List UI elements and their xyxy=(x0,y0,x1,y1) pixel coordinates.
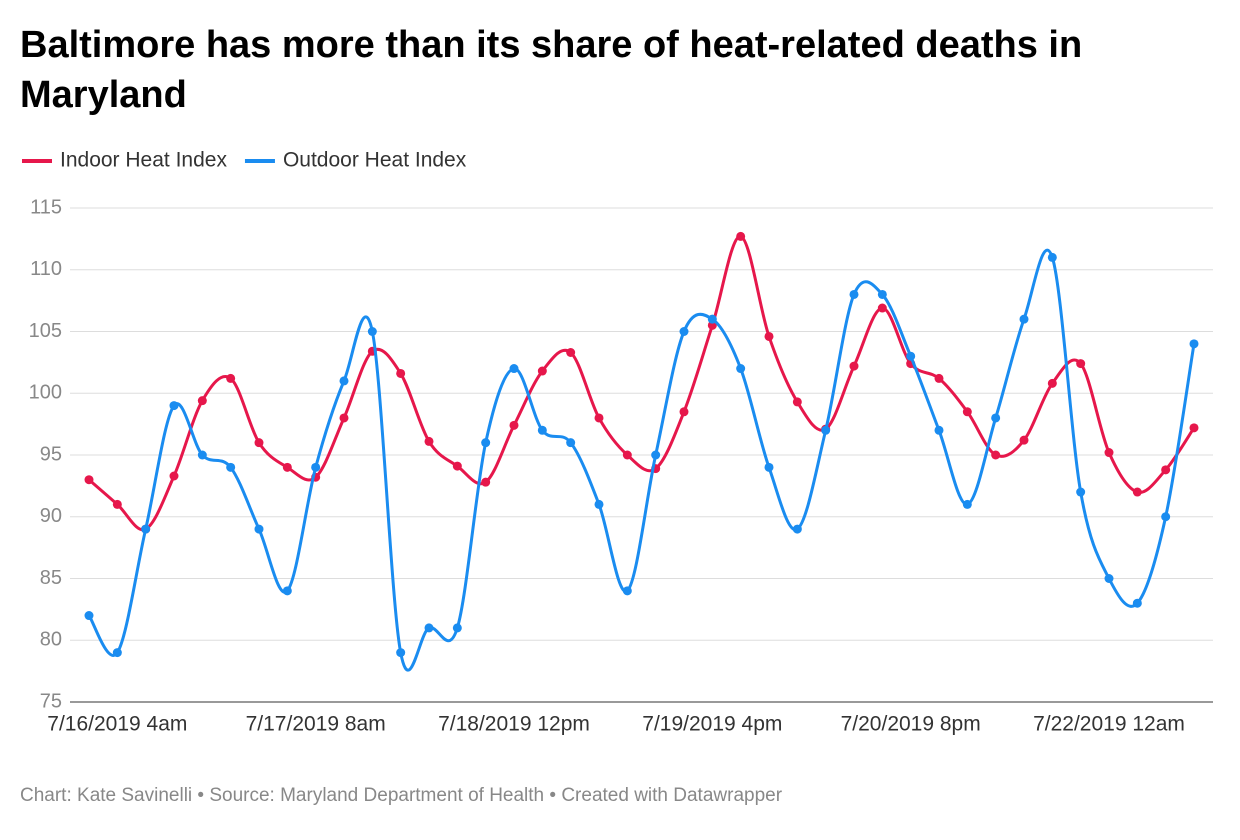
data-point xyxy=(679,407,689,417)
data-point xyxy=(1047,378,1057,388)
series-line xyxy=(87,248,1196,672)
data-point xyxy=(962,407,972,417)
data-point xyxy=(707,320,717,330)
series-line xyxy=(88,234,1196,532)
data-point xyxy=(141,524,151,534)
data-point xyxy=(1076,359,1086,369)
data-point xyxy=(112,648,122,658)
data-point xyxy=(169,471,179,481)
data-point xyxy=(764,331,774,341)
data-point xyxy=(367,327,377,336)
data-point xyxy=(906,351,916,361)
data-point xyxy=(622,450,632,460)
data-point xyxy=(396,648,406,658)
data-point xyxy=(509,420,519,430)
data-point xyxy=(197,396,207,406)
data-point xyxy=(1132,598,1142,608)
y-tick-label: 80 xyxy=(40,629,62,651)
data-point xyxy=(339,413,349,423)
data-point xyxy=(1161,465,1171,475)
data-point xyxy=(1104,448,1114,458)
data-point xyxy=(254,438,264,448)
x-tick-label: 7/18/2019 12pm xyxy=(438,713,590,736)
data-point xyxy=(112,499,122,509)
x-tick-label: 7/17/2019 8am xyxy=(246,713,386,736)
data-point xyxy=(1189,339,1199,349)
data-point xyxy=(594,499,604,509)
data-point xyxy=(707,314,717,324)
data-point xyxy=(537,425,547,435)
x-tick-label: 7/22/2019 12am xyxy=(1033,713,1185,736)
data-point xyxy=(1047,252,1057,262)
data-point xyxy=(991,450,1001,460)
data-point xyxy=(1132,487,1142,497)
data-point xyxy=(1161,512,1171,522)
data-point xyxy=(566,438,576,448)
y-tick-label: 85 xyxy=(40,567,62,589)
data-point xyxy=(481,438,491,448)
data-point xyxy=(424,623,434,633)
data-point xyxy=(821,425,831,435)
data-point xyxy=(169,401,179,411)
data-point xyxy=(339,376,349,386)
y-tick-label: 95 xyxy=(40,443,62,465)
y-tick-label: 90 xyxy=(40,505,62,527)
x-tick-label: 7/16/2019 4am xyxy=(47,713,187,736)
y-tick-label: 105 xyxy=(29,320,62,342)
data-point xyxy=(1104,574,1114,583)
data-point xyxy=(792,397,802,407)
data-point xyxy=(962,499,972,509)
data-point xyxy=(566,347,576,357)
data-point xyxy=(679,327,689,336)
footer: Chart: Kate Savinelli • Source: Maryland… xyxy=(20,785,783,806)
data-point xyxy=(934,425,944,435)
data-point xyxy=(226,462,236,472)
data-point xyxy=(452,461,462,471)
data-point xyxy=(934,373,944,383)
legend-label: Indoor Heat Index xyxy=(60,149,227,172)
data-point xyxy=(622,586,632,596)
data-point xyxy=(877,289,887,299)
data-point xyxy=(991,413,1001,423)
data-point xyxy=(594,413,604,423)
data-point xyxy=(1019,435,1029,445)
data-point xyxy=(282,586,292,596)
legend-label: Outdoor Heat Index xyxy=(283,149,467,172)
data-point xyxy=(651,450,661,460)
x-tick-label: 7/19/2019 4pm xyxy=(642,713,782,736)
data-point xyxy=(792,524,802,534)
data-point xyxy=(1019,314,1029,324)
data-point xyxy=(481,477,491,487)
data-point xyxy=(197,450,207,460)
data-point xyxy=(311,462,321,472)
data-point xyxy=(1189,423,1199,433)
data-point xyxy=(282,462,292,472)
data-point xyxy=(849,361,859,371)
chart-title: Baltimore has more than its share of hea… xyxy=(20,24,1083,116)
data-point xyxy=(764,462,774,472)
data-point xyxy=(424,436,434,446)
y-tick-label: 110 xyxy=(30,258,62,280)
chart: 75 80 85 90 95 100 105 110 115 7/16/2019 4am 7/17/… xyxy=(22,149,1213,736)
data-point xyxy=(254,524,264,534)
data-point xyxy=(452,623,462,633)
data-point xyxy=(84,611,94,621)
data-point xyxy=(1076,487,1086,497)
data-point xyxy=(226,373,236,383)
data-point xyxy=(736,364,746,374)
data-point xyxy=(849,289,859,299)
data-point xyxy=(537,366,547,376)
x-tick-label: 7/20/2019 8pm xyxy=(841,713,981,736)
data-point xyxy=(84,475,94,485)
data-point xyxy=(877,303,887,313)
data-point xyxy=(736,231,746,241)
y-tick-label: 115 xyxy=(30,196,62,218)
y-tick-label: 100 xyxy=(29,382,62,404)
data-point xyxy=(509,364,519,374)
data-point xyxy=(396,368,406,378)
y-tick-label: 75 xyxy=(40,690,62,712)
